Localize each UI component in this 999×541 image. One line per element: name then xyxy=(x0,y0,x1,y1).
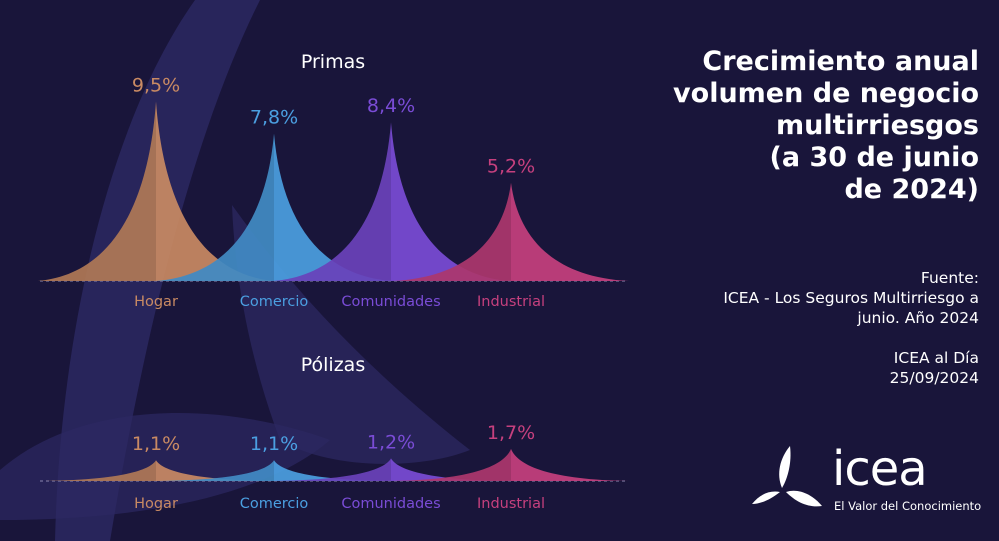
panel-title: Primas xyxy=(301,51,365,73)
chart-title: Crecimiento anual volumen de negocio mul… xyxy=(619,46,979,206)
peak-hogar xyxy=(38,101,274,281)
peak-hogar xyxy=(38,460,274,481)
peak-comunidades xyxy=(273,458,509,481)
peak-shade xyxy=(393,182,511,281)
category-label: Industrial xyxy=(477,496,545,512)
value-label: 1,1% xyxy=(250,433,298,455)
publication-date: 25/09/2024 xyxy=(889,369,979,387)
chart: Primas 9,5% Hogar 7,8% Comercio 8,4% Comunidad… xyxy=(38,51,629,512)
value-label: 8,4% xyxy=(367,95,415,117)
peak-comercio xyxy=(156,460,392,481)
category-label: Hogar xyxy=(134,496,178,512)
title-line: volumen de negocio xyxy=(673,78,979,109)
title-line: de 2024) xyxy=(844,174,979,205)
logo-word: icea xyxy=(832,441,928,497)
panel-title: Pólizas xyxy=(301,354,365,376)
source-note: Fuente: ICEA - Los Seguros Multirriesgo … xyxy=(639,268,979,388)
value-label: 1,7% xyxy=(487,422,535,444)
peak-shade xyxy=(273,458,391,481)
title-line: (a 30 de junio xyxy=(769,142,979,173)
source-label: Fuente: xyxy=(920,269,979,287)
category-label: Comunidades xyxy=(341,496,440,512)
peak-shade xyxy=(156,460,274,481)
peak-comunidades xyxy=(273,122,509,282)
category-label: Hogar xyxy=(134,294,178,310)
peak-shade xyxy=(393,448,511,481)
source-line: ICEA - Los Seguros Multirriesgo a xyxy=(723,289,979,307)
icea-logo: icea El Valor del Conocimiento xyxy=(752,444,992,514)
peak-shade xyxy=(273,122,391,282)
source-line: junio. Año 2024 xyxy=(857,309,979,327)
category-label: Industrial xyxy=(477,294,545,310)
value-label: 9,5% xyxy=(132,74,180,96)
category-label: Comunidades xyxy=(341,294,440,310)
category-label: Comercio xyxy=(240,496,309,512)
peak-industrial xyxy=(393,448,629,481)
publication: ICEA al Día xyxy=(893,349,979,367)
peak-shade xyxy=(38,460,156,481)
title-line: Crecimiento anual xyxy=(702,46,979,77)
value-label: 1,2% xyxy=(367,431,415,453)
value-label: 1,1% xyxy=(132,433,180,455)
value-label: 7,8% xyxy=(250,107,298,129)
category-label: Comercio xyxy=(240,294,309,310)
peak-shade xyxy=(156,133,274,281)
value-label: 5,2% xyxy=(487,156,535,178)
peak-comercio xyxy=(156,133,392,281)
logo-tagline: El Valor del Conocimiento xyxy=(834,499,982,513)
icea-logo-icon xyxy=(752,446,822,507)
peak-shade xyxy=(38,101,156,281)
peak-industrial xyxy=(393,182,629,281)
title-line: multirriesgos xyxy=(776,110,979,141)
